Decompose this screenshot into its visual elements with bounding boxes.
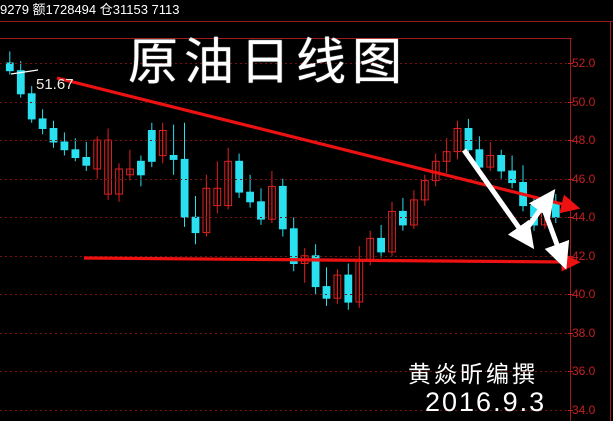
gridline [0,333,570,334]
candlestick [180,122,189,227]
axis-tick-mark [568,217,573,218]
candlestick [137,155,145,187]
gridline [0,294,570,295]
date-label: 2016.9.3 [425,387,547,417]
quote-strip: 9279 额1728494 仓31153 7113 [0,0,613,22]
candlestick [71,138,80,162]
candlestick [16,61,25,98]
chart-frame-right-border [570,38,571,421]
gridline [0,256,570,257]
candlestick [213,161,222,214]
axis-tick-label: 38.0 [572,326,596,340]
candlestick [49,120,58,148]
axis-tick-label: 44.0 [572,210,596,224]
axis-tick-label: 52.0 [572,56,596,70]
outer-frame-right-border [610,21,611,421]
candlestick [410,190,418,229]
candlestick [508,155,517,189]
candlestick [530,197,538,231]
axis-tick-mark [568,294,573,295]
candlestick [388,201,396,256]
candlestick [464,118,473,156]
candlestick [27,86,36,123]
candlestick [93,136,102,179]
candlestick [519,165,528,212]
gridline [0,102,570,103]
candlestick [278,178,287,237]
axis-tick-mark [568,371,573,372]
candlestick [5,51,14,75]
axis-tick-label: 48.0 [572,133,596,147]
gridline [0,63,570,64]
candlestick [60,132,69,156]
candlestick [38,109,47,135]
candlestick [202,174,211,237]
candlestick [257,188,265,225]
candlestick [311,244,320,295]
axis-tick-mark [568,410,573,411]
gridline [0,217,570,218]
axis-tick-mark [568,63,573,64]
candlestick [333,269,342,304]
candlestick [82,142,91,171]
axis-tick-label: 50.0 [572,95,596,109]
candlestick [300,248,309,283]
candlestick [475,136,484,175]
candlestick [442,138,451,173]
gridline [0,371,570,372]
candlestick [126,149,134,181]
price-axis: 52.0 50.0 48.0 46.0 44.0 42.0 40.0 38.0 … [568,39,613,421]
axis-tick-mark [568,333,573,334]
candlestick [344,263,353,310]
candlestick [541,196,549,229]
axis-tick-label: 46.0 [572,172,596,186]
outer-frame-top-border [0,21,613,22]
gridline [0,140,570,141]
axis-tick-mark [568,140,573,141]
candlestick [169,124,178,175]
candlestick [486,142,495,171]
gridline [0,179,570,180]
axis-tick-label: 36.0 [572,364,596,378]
candlestick [235,153,244,198]
axis-tick-label: 40.0 [572,287,596,301]
page-title: 原油日线图 [128,33,408,91]
candlestick [147,122,156,168]
quote-strip-text: 9279 额1728494 仓31153 7113 [0,2,180,17]
axis-tick-label: 34.0 [572,403,596,417]
candlestick [399,197,407,231]
price-marker-label: 51.67 [36,76,74,93]
axis-tick-mark [568,102,573,103]
chart-frame-top-border [0,38,572,39]
axis-tick-label: 42.0 [572,249,596,263]
candlestick [366,230,375,266]
axis-tick-mark [568,256,573,257]
candlestick [158,122,167,164]
gridline [0,410,570,411]
candlestick [355,246,364,308]
candlestick [115,163,123,202]
candlestick [431,153,440,187]
candlestick [377,224,386,258]
axis-tick-mark [568,179,573,180]
candlestick [289,217,298,272]
author-signature: 黄焱昕编撰 [408,362,538,388]
candlestick [551,194,560,223]
candlestick [191,196,200,245]
candlestick [322,267,331,306]
candlestick [497,149,506,179]
